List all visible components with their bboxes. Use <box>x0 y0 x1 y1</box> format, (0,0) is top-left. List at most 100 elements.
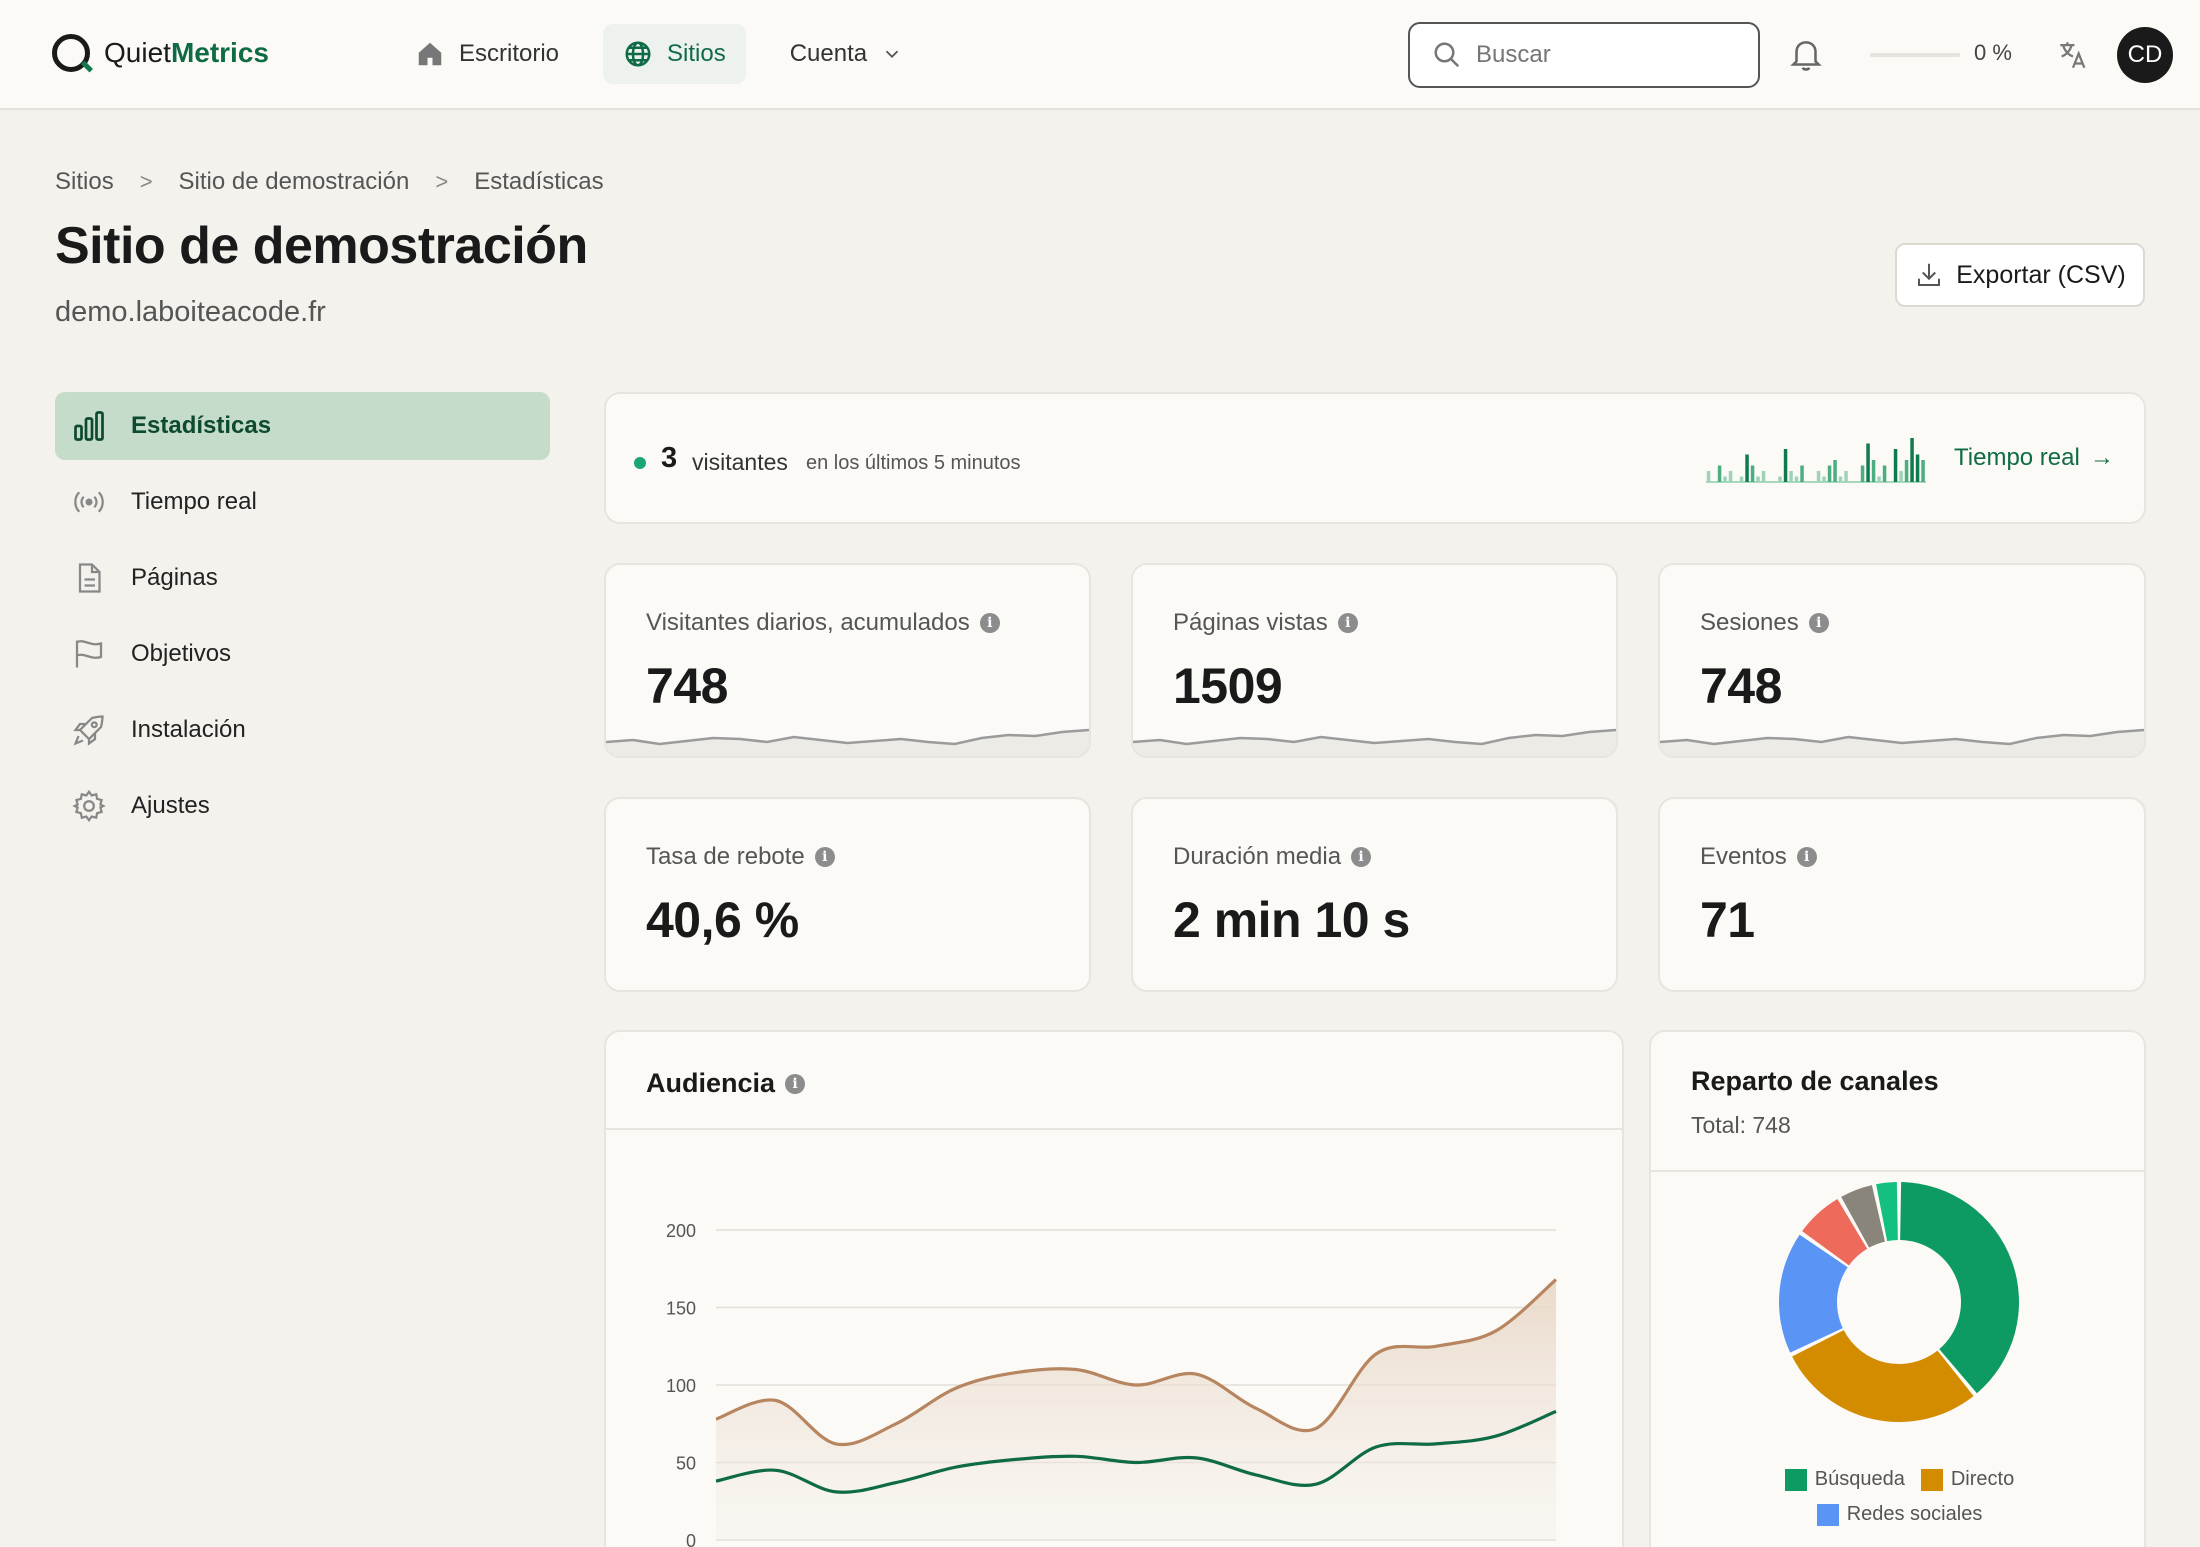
realtime-bar <box>1844 471 1848 482</box>
bar-chart-icon <box>74 411 104 441</box>
chevron-right-icon: > <box>435 169 449 194</box>
progress-bar <box>1870 53 1960 57</box>
nav-dashboard[interactable]: Escritorio <box>395 24 579 84</box>
realtime-bar <box>1822 476 1826 482</box>
realtime-bar <box>1750 465 1755 482</box>
realtime-bar <box>1833 460 1837 482</box>
realtime-bar <box>1745 454 1749 482</box>
breadcrumb-site[interactable]: Sitio de demostración <box>178 168 410 195</box>
stat-label-text: Páginas vistas <box>1173 609 1328 636</box>
realtime-bar <box>1860 465 1865 482</box>
info-icon[interactable]: i <box>1796 847 1817 867</box>
stat-value: 748 <box>646 658 728 714</box>
legend-label: Búsqueda <box>1814 1468 1905 1490</box>
channels-total: Total: 748 <box>1691 1112 1791 1138</box>
top-bar: QuietMetrics Escritorio Sitios Cuenta 0 … <box>0 0 2200 110</box>
legend-label: Redes sociales <box>1846 1503 1983 1525</box>
stat-card-sessions[interactable]: Sesiones i 748 <box>1658 563 2146 758</box>
donut-slice[interactable] <box>1802 1199 1868 1266</box>
nav-sites[interactable]: Sitios <box>603 24 746 84</box>
realtime-bar <box>1827 465 1832 482</box>
realtime-link[interactable]: Tiempo real → <box>1954 444 2114 472</box>
sidebar-item-goals[interactable]: Objetivos <box>55 620 550 688</box>
info-icon[interactable]: i <box>1351 847 1372 867</box>
sidebar-item-label: Tiempo real <box>131 488 257 515</box>
realtime-bar <box>1789 471 1793 482</box>
sidebar-item-pages[interactable]: Páginas <box>55 544 550 612</box>
y-tick-label: 50 <box>676 1454 696 1474</box>
nav-dashboard-label: Escritorio <box>459 40 560 67</box>
info-icon[interactable]: i <box>979 613 1000 633</box>
info-icon[interactable]: i <box>814 847 835 867</box>
info-icon[interactable]: i <box>1337 613 1358 633</box>
nav-sites-label: Sitios <box>667 40 726 67</box>
donut-slice[interactable] <box>1841 1185 1885 1248</box>
bell-icon[interactable] <box>1787 36 1825 74</box>
stat-value: 40,6 % <box>646 892 799 948</box>
stat-card-events[interactable]: Eventos i 71 <box>1658 797 2146 992</box>
legend-swatch <box>1816 1503 1839 1526</box>
sparkline <box>1660 728 2144 756</box>
legend-swatch <box>1784 1468 1807 1491</box>
legend-item[interactable]: Redes sociales <box>1816 1503 1983 1526</box>
stat-card-bounce[interactable]: Tasa de rebote i 40,6 % <box>604 797 1091 992</box>
audience-title-text: Audiencia <box>646 1068 776 1098</box>
divider <box>606 1128 1622 1130</box>
broadcast-icon <box>74 491 104 513</box>
stat-label-text: Eventos <box>1700 843 1787 870</box>
sidebar-item-label: Objetivos <box>131 640 232 667</box>
sidebar-item-statistics[interactable]: Estadísticas <box>55 392 550 460</box>
stat-card-pageviews[interactable]: Páginas vistas i 1509 <box>1131 563 1618 758</box>
legend-item[interactable]: Directo <box>1920 1468 2014 1491</box>
stat-label-text: Visitantes diarios, acumulados <box>646 609 970 636</box>
series-line[interactable] <box>715 1278 1558 1447</box>
realtime-sub: en los últimos 5 minutos <box>806 452 1021 474</box>
channels-donut[interactable] <box>1651 1172 2146 1432</box>
sidebar-item-installation[interactable]: Instalación <box>55 696 550 764</box>
translate-icon[interactable] <box>2056 38 2090 72</box>
realtime-bar <box>1899 471 1903 482</box>
user-avatar[interactable]: CD <box>2117 27 2173 83</box>
channels-card: Reparto de canales Total: 748 Búsqueda Di… <box>1649 1030 2146 1547</box>
info-icon[interactable]: i <box>1808 613 1829 633</box>
nav-account[interactable]: Cuenta <box>770 24 923 84</box>
audience-chart[interactable]: 05010015020020/0822/0824/0826/0828/0830/… <box>606 1130 1624 1547</box>
sidebar: Estadísticas Tiempo real Páginas Objetiv… <box>55 392 550 848</box>
donut-slice[interactable] <box>1779 1234 1848 1353</box>
donut-slice[interactable] <box>1876 1182 1898 1242</box>
chevron-right-icon: > <box>139 169 153 194</box>
stat-label: Eventos i <box>1700 843 1817 871</box>
realtime-link-label: Tiempo real <box>1954 444 2080 471</box>
download-icon <box>1918 263 1941 286</box>
realtime-bar <box>1706 471 1711 482</box>
chevron-down-icon <box>885 50 899 59</box>
sidebar-item-settings[interactable]: Ajustes <box>55 772 550 840</box>
stat-card-duration[interactable]: Duración media i 2 min 10 s <box>1131 797 1618 992</box>
stat-card-visitors[interactable]: Visitantes diarios, acumulados i 748 <box>604 563 1091 758</box>
logo-quiet: Quiet <box>104 37 171 68</box>
home-icon <box>418 42 442 66</box>
app-logo[interactable]: QuietMetrics <box>52 34 269 72</box>
legend-item[interactable]: Búsqueda <box>1784 1468 1905 1491</box>
info-icon[interactable]: i <box>785 1073 806 1094</box>
sparkline-line <box>1133 728 1616 746</box>
breadcrumb-current: Estadísticas <box>474 168 604 195</box>
stat-label-text: Tasa de rebote <box>646 843 805 870</box>
stat-value: 748 <box>1700 658 1782 714</box>
divider <box>1651 1170 2144 1172</box>
realtime-card: 3 visitantes en los últimos 5 minutos Ti… <box>604 392 2146 524</box>
breadcrumb-sites[interactable]: Sitios <box>55 168 114 195</box>
donut-slice[interactable] <box>1792 1330 1974 1422</box>
stat-value: 2 min 10 s <box>1173 892 1410 948</box>
main-nav: Escritorio Sitios Cuenta <box>395 24 923 84</box>
arrow-right-icon: → <box>2089 444 2114 471</box>
export-csv-button[interactable]: Exportar (CSV) <box>1895 243 2145 307</box>
search-icon <box>1434 42 1460 68</box>
sidebar-item-label: Páginas <box>131 564 218 591</box>
search-input[interactable] <box>1476 41 1746 69</box>
search-box[interactable] <box>1408 22 1760 88</box>
gear-icon <box>72 789 106 823</box>
sidebar-item-realtime[interactable]: Tiempo real <box>55 468 550 536</box>
series-line[interactable] <box>715 1409 1557 1494</box>
donut-slice[interactable] <box>1900 1182 2019 1394</box>
